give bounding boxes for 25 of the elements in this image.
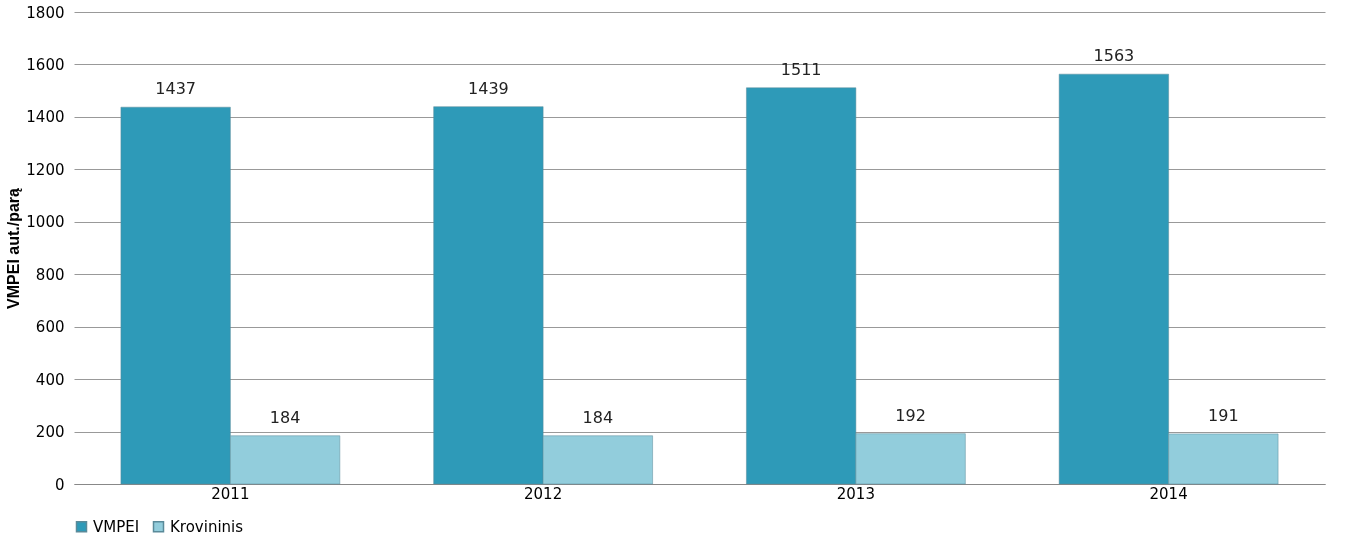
data-label: 191 <box>1208 405 1239 425</box>
y-tick-label: 600 <box>35 318 65 337</box>
data-label: 184 <box>582 407 614 427</box>
x-tick-label: 2012 <box>524 484 563 503</box>
y-tick-label: 1800 <box>26 3 65 22</box>
legend-label: VMPEI <box>93 517 140 536</box>
y-tick-label: 800 <box>35 265 65 284</box>
y-tick-label: 1600 <box>26 55 65 74</box>
data-label: 192 <box>895 405 926 425</box>
y-tick-label: 200 <box>35 423 65 442</box>
y-axis-title: VMPEI aut./parą <box>5 187 23 309</box>
x-tick-label: 2014 <box>1149 484 1188 503</box>
x-tick-label: 2011 <box>211 484 250 503</box>
y-tick-label: 1000 <box>26 213 65 232</box>
y-tick-label: 400 <box>35 370 65 389</box>
data-label: 1511 <box>780 59 822 79</box>
x-tick-label: 2013 <box>836 484 875 503</box>
data-label: 1439 <box>468 78 509 98</box>
y-tick-label: 1400 <box>26 108 65 127</box>
data-label: 1437 <box>155 79 196 99</box>
data-label: 184 <box>269 407 301 427</box>
data-label: 1563 <box>1093 46 1135 66</box>
y-tick-label: 1200 <box>26 160 65 179</box>
legend-label: Krovininis <box>170 517 244 536</box>
y-tick-label: 0 <box>54 475 65 494</box>
